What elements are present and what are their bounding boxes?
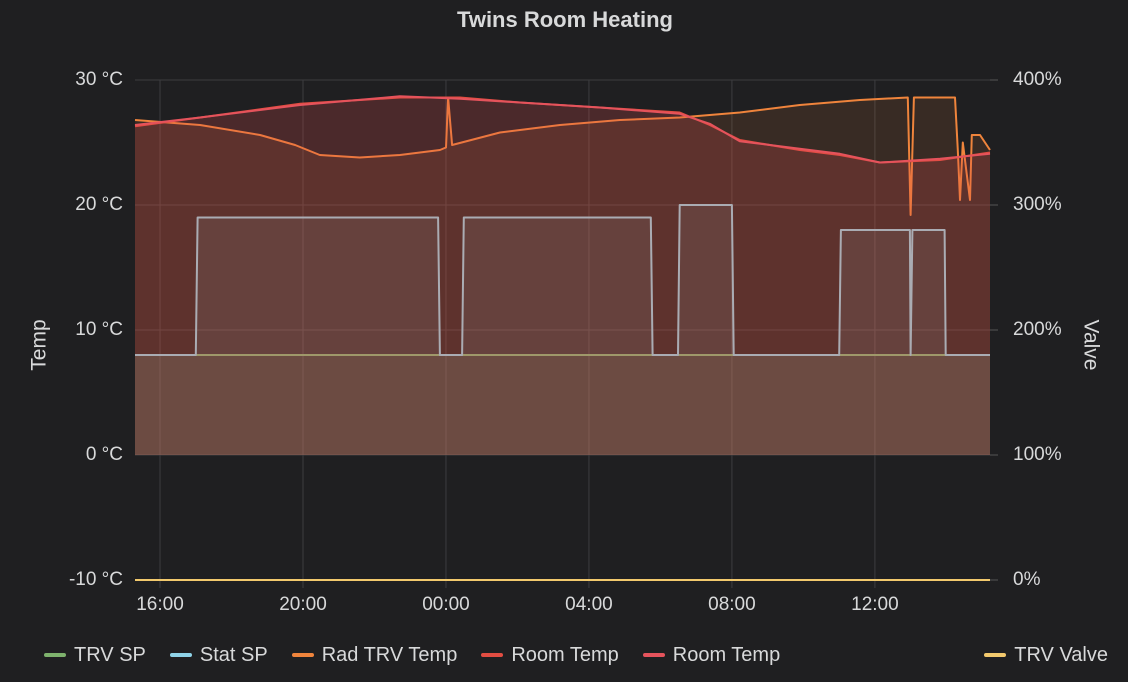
line	[135, 204, 990, 356]
y-tick-label: 10 °C	[75, 319, 123, 340]
legend-label: Rad TRV Temp	[321, 643, 458, 666]
y2-tick-label: 200%	[1013, 319, 1062, 340]
line	[134, 95, 991, 164]
y-tick-label: 0 °C	[86, 444, 123, 465]
x-tick-label: 16:00	[136, 594, 184, 615]
line	[134, 96, 991, 216]
x-tick-label: 04:00	[565, 594, 613, 615]
chart-title: Twins Room Heating	[457, 7, 673, 32]
area	[135, 97, 990, 455]
legend-label: Stat SP	[199, 643, 268, 666]
y-axis-label: Temp	[28, 319, 51, 370]
y-tick-label: 20 °C	[75, 194, 123, 215]
legend-swatch	[642, 653, 665, 657]
legend-item[interactable]: TRV Valve	[984, 644, 1108, 667]
legend-item[interactable]: Rad TRV Temp	[291, 643, 458, 667]
legend-swatch	[44, 653, 66, 657]
legend-swatch	[169, 653, 192, 657]
y-tick-label: -10 °C	[69, 569, 123, 590]
y2-axis-label: Valve	[1079, 320, 1102, 371]
legend-swatch	[291, 653, 314, 657]
y-tick-label: 30 °C	[75, 69, 123, 90]
area	[135, 355, 990, 455]
legend-item[interactable]: Room Temp	[642, 643, 781, 667]
legend-label: Room Temp	[511, 643, 619, 666]
legend: TRV SP Stat SP Rad TRV Temp Room Temp Room T…	[44, 641, 1108, 669]
legend-item[interactable]: TRV SP	[44, 644, 146, 667]
legend-label: TRV SP	[74, 643, 146, 666]
y2-tick-label: 300%	[1013, 194, 1062, 215]
area	[135, 205, 990, 455]
legend-swatch	[481, 653, 504, 657]
legend-item[interactable]: Stat SP	[169, 643, 268, 667]
x-tick-label: 20:00	[279, 594, 327, 615]
legend-label: Room Temp	[672, 643, 781, 666]
x-tick-label: 12:00	[851, 594, 899, 615]
y2-tick-label: 400%	[1013, 69, 1062, 90]
legend-item[interactable]: Room Temp	[481, 643, 619, 667]
legend-label: TRV Valve	[1014, 643, 1108, 666]
x-tick-label: 00:00	[422, 594, 470, 615]
chart: Twins Room Heating Temp Valve -10 °C 0 °C…	[28, 7, 1103, 615]
legend-swatch	[984, 653, 1007, 657]
area	[135, 96, 990, 456]
y2-tick-label: 0%	[1013, 569, 1041, 590]
x-tick-label: 08:00	[708, 594, 756, 615]
y2-tick-label: 100%	[1013, 444, 1062, 465]
area	[135, 97, 990, 455]
